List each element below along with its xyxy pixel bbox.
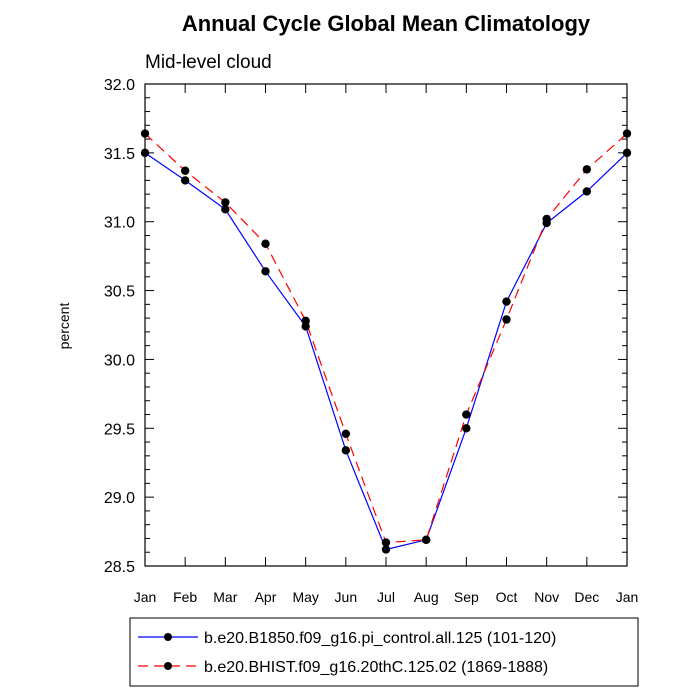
chart-title: Annual Cycle Global Mean Climatology bbox=[182, 11, 591, 36]
legend-label-1: b.e20.BHIST.f09_g16.20thC.125.02 (1869-1… bbox=[204, 659, 548, 676]
y-tick-label: 31.0 bbox=[104, 215, 135, 232]
data-point-s0 bbox=[582, 187, 592, 196]
data-point-s1 bbox=[180, 166, 190, 175]
series-line-1 bbox=[144, 133, 628, 544]
data-point-s1 bbox=[462, 410, 471, 419]
x-tick-labels: Jan Feb Mar Apr May Jun Jul Aug Sep Oct Nov Dec Jan bbox=[134, 589, 639, 605]
chart-subtitle: Mid-level cloud bbox=[145, 52, 272, 73]
x-tick-label: Jan bbox=[134, 589, 157, 605]
x-tick-label: Feb bbox=[173, 589, 197, 605]
y-axis-label: percent bbox=[56, 303, 72, 350]
legend-marker-1 bbox=[164, 662, 172, 670]
data-point-s0 bbox=[622, 148, 632, 158]
legend-label-0: b.e20.B1850.f09_g16.pi_control.all.125 (… bbox=[204, 630, 556, 647]
x-tick-label: Oct bbox=[496, 589, 518, 605]
data-point-s1 bbox=[140, 129, 150, 138]
data-point-s0 bbox=[502, 297, 511, 306]
data-point-s1 bbox=[502, 315, 511, 324]
x-tick-label: May bbox=[292, 589, 318, 605]
x-tick-label: Jan bbox=[616, 589, 639, 605]
data-point-s0 bbox=[221, 205, 230, 214]
data-point-s1 bbox=[301, 316, 310, 326]
legend-marker-0 bbox=[164, 633, 172, 641]
y-tick-label: 32.0 bbox=[104, 77, 135, 94]
y-tick-label: 28.5 bbox=[104, 559, 135, 576]
data-point-s1 bbox=[261, 239, 270, 248]
y-tick-label: 29.5 bbox=[104, 421, 135, 438]
data-point-s1 bbox=[381, 538, 391, 547]
x-tick-label: Jul bbox=[377, 589, 395, 605]
data-point-s1 bbox=[341, 429, 351, 438]
series-points bbox=[140, 129, 632, 554]
series-line-0 bbox=[144, 152, 628, 551]
series-lines bbox=[144, 133, 628, 551]
x-tick-label: Nov bbox=[534, 589, 559, 605]
data-point-s0 bbox=[140, 148, 150, 158]
x-tick-label: Sep bbox=[454, 589, 479, 605]
data-point-s0 bbox=[341, 446, 351, 455]
x-tick-label: Jun bbox=[335, 589, 358, 605]
x-tick-label: Dec bbox=[574, 589, 599, 605]
axis-ticks bbox=[144, 83, 628, 567]
legend-box bbox=[129, 617, 639, 687]
x-tick-label: Apr bbox=[255, 589, 277, 605]
y-tick-label: 30.0 bbox=[104, 352, 135, 369]
data-point-s1 bbox=[622, 129, 632, 138]
y-tick-label: 31.5 bbox=[104, 146, 135, 163]
y-tick-label: 30.5 bbox=[104, 284, 135, 301]
data-point-s1 bbox=[582, 165, 592, 174]
y-tick-label: 29.0 bbox=[104, 490, 135, 507]
plot-frame bbox=[144, 83, 628, 567]
data-point-s0 bbox=[462, 424, 471, 433]
x-tick-label: Mar bbox=[213, 589, 237, 605]
x-tick-label: Aug bbox=[414, 589, 439, 605]
data-point-s0 bbox=[381, 545, 391, 554]
data-point-s1 bbox=[421, 535, 431, 545]
y-tick-labels: 28.5 29.0 29.5 30.0 30.5 31.0 31.5 32.0 bbox=[104, 77, 135, 576]
data-point-s1 bbox=[542, 214, 551, 224]
legend: b.e20.B1850.f09_g16.pi_control.all.125 (… bbox=[129, 617, 639, 687]
data-point-s0 bbox=[180, 176, 190, 185]
data-point-s0 bbox=[261, 267, 270, 276]
data-point-s1 bbox=[221, 198, 230, 207]
